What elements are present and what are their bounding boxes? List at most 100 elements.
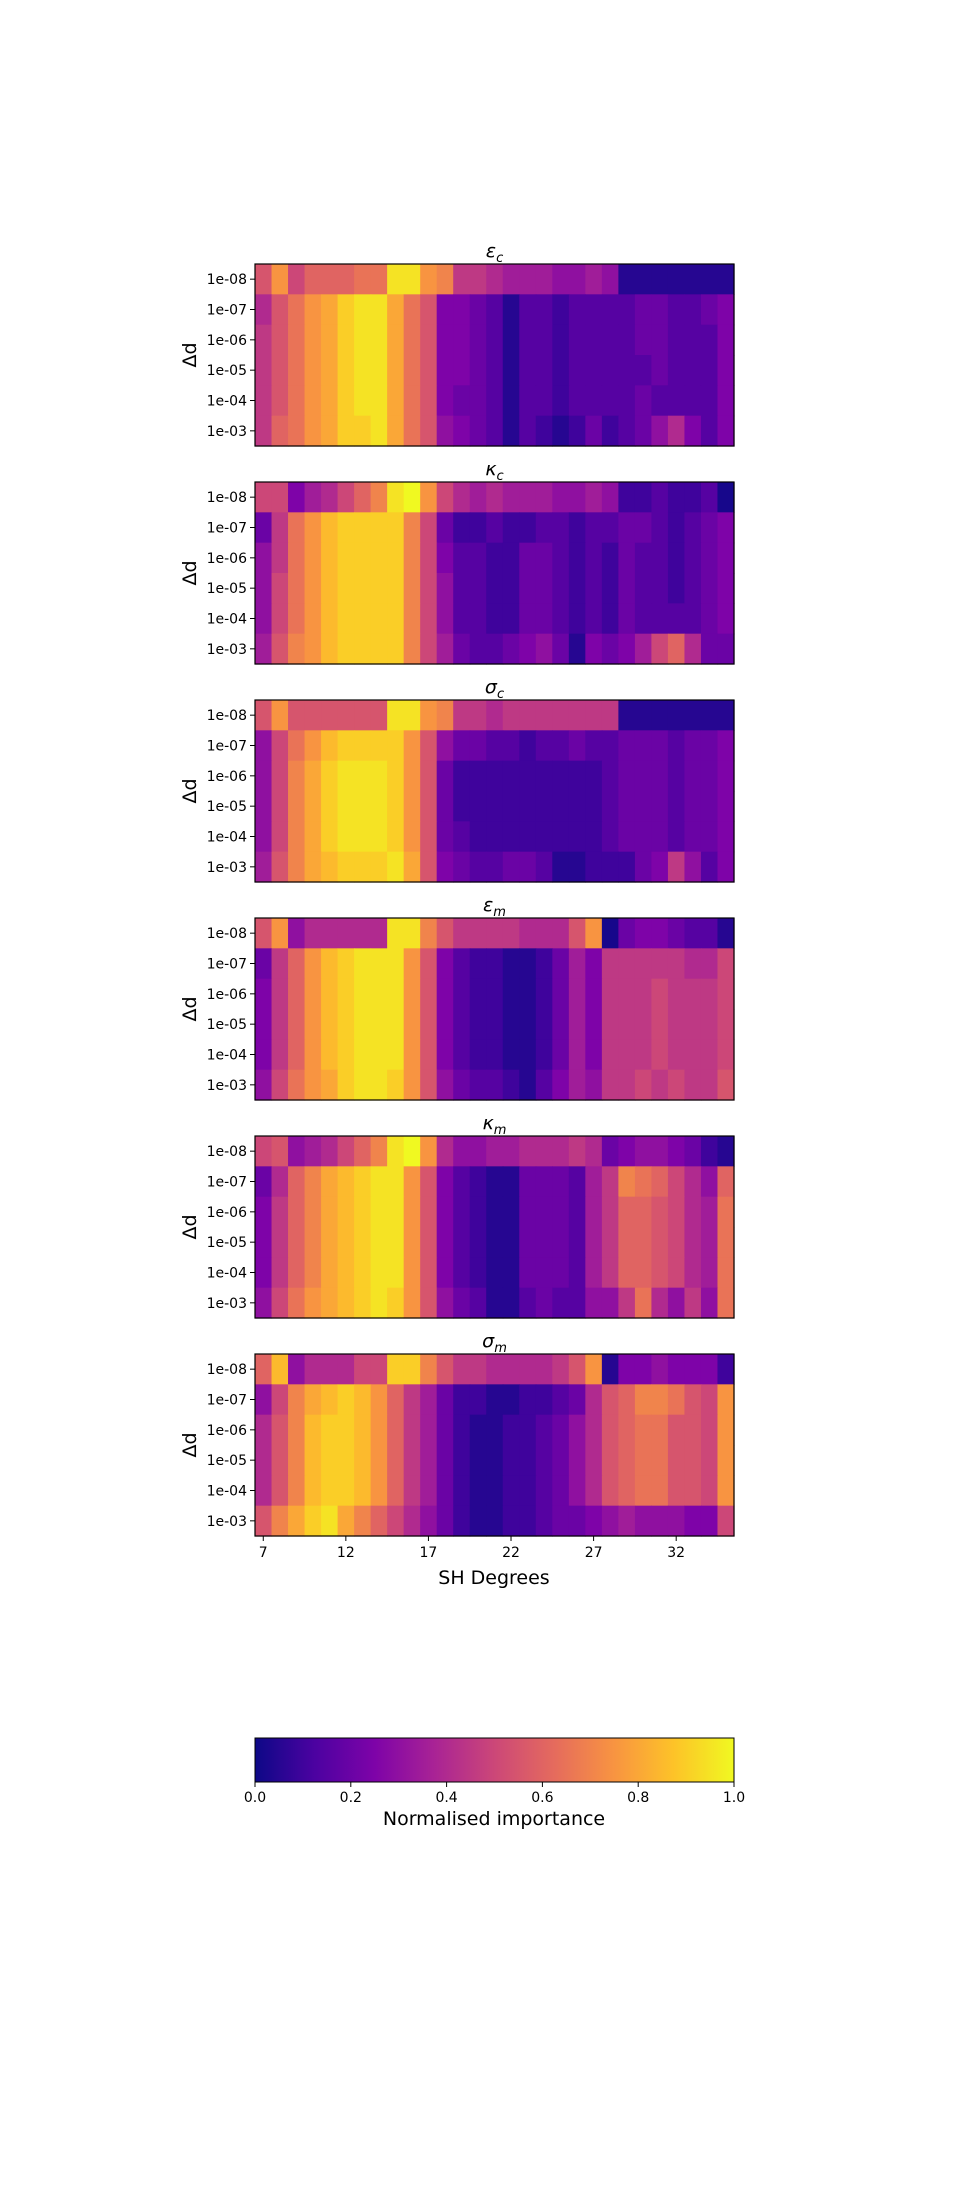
heatmap-cell — [519, 760, 537, 792]
heatmap-cell — [370, 324, 388, 356]
heatmap-cell — [453, 700, 471, 731]
heatmap-cell — [304, 264, 322, 295]
heatmap-cell — [700, 264, 719, 295]
heatmap-panel: 1e-08 1e-07 1e-06 1e-05 1e-04 1e-03 Δd σc — [179, 676, 735, 883]
heatmap-cell — [337, 355, 355, 386]
heatmap-cell — [535, 415, 553, 447]
heatmap-cell — [304, 1475, 322, 1507]
heatmap-cell — [535, 603, 553, 635]
heatmap-cell — [700, 1039, 719, 1071]
heatmap-cell — [271, 978, 289, 1010]
heatmap-cell — [387, 1257, 405, 1289]
heatmap-cell — [370, 1475, 388, 1507]
heatmap-cell — [337, 1505, 355, 1537]
heatmap-cell — [387, 1196, 405, 1228]
x-tick-label: 32 — [667, 1545, 685, 1561]
heatmap-cell — [634, 324, 653, 356]
heatmap-cell — [700, 760, 719, 792]
heatmap-cell — [502, 1414, 520, 1446]
heatmap-cell — [568, 918, 586, 949]
heatmap-cell — [288, 1136, 306, 1167]
heatmap-cell — [535, 1475, 553, 1507]
heatmap-cell — [370, 1505, 388, 1537]
heatmap-cell — [552, 1069, 570, 1101]
heatmap-cell — [502, 1354, 520, 1385]
heatmap-cell — [502, 1505, 520, 1537]
heatmap-cell — [255, 948, 273, 980]
colorbar-tick-label: 0.4 — [435, 1790, 457, 1806]
heatmap-cell — [700, 1505, 719, 1537]
heatmap-cell — [436, 1009, 454, 1040]
heatmap-panel: 1e-08 1e-07 1e-06 1e-05 1e-04 1e-03 Δd σm — [179, 1330, 735, 1537]
heatmap-cell — [469, 1354, 487, 1385]
heatmap-cell — [255, 603, 273, 635]
heatmap-cell — [667, 978, 686, 1010]
heatmap-cell — [700, 1354, 719, 1385]
heatmap-cell — [321, 760, 339, 792]
heatmap-cell — [519, 1039, 537, 1071]
heatmap-cell — [436, 512, 454, 544]
heatmap-cell — [354, 1354, 372, 1385]
heatmap-cell — [469, 821, 487, 853]
heatmap-cell — [453, 1475, 471, 1507]
heatmap-cell — [304, 978, 322, 1010]
heatmap-cell — [354, 1039, 372, 1071]
heatmap-cell — [403, 573, 421, 604]
heatmap-cell — [304, 918, 322, 949]
heatmap-cell — [585, 851, 603, 883]
heatmap-cell — [453, 851, 471, 883]
heatmap-cell — [684, 1136, 702, 1167]
heatmap-cell — [469, 385, 487, 417]
heatmap-cell — [486, 633, 504, 665]
heatmap-cell — [403, 1414, 421, 1446]
heatmap-cell — [420, 415, 438, 447]
y-tick-label: 1e-03 — [207, 424, 247, 440]
heatmap-cell — [552, 1257, 570, 1289]
heatmap-cell — [552, 1354, 570, 1385]
heatmap-cell — [651, 821, 669, 853]
panel-title: κm — [483, 1112, 507, 1138]
heatmap-cell — [684, 791, 702, 822]
heatmap-cell — [304, 1354, 322, 1385]
heatmap-cell — [601, 1009, 619, 1040]
heatmap-cell — [568, 482, 586, 513]
heatmap-cell — [535, 1227, 553, 1258]
heatmap-cell — [387, 1009, 405, 1040]
colorbar-tick-label: 0.0 — [244, 1790, 266, 1806]
heatmap-cell — [667, 633, 686, 665]
heatmap-cell — [684, 1505, 702, 1537]
x-axis-label: SH Degrees — [438, 1567, 549, 1589]
heatmap-cell — [519, 918, 537, 949]
heatmap-cell — [700, 851, 719, 883]
heatmap-cell — [651, 633, 669, 665]
heatmap-cell — [321, 512, 339, 544]
heatmap-cell — [519, 1475, 537, 1507]
heatmap-cell — [387, 294, 405, 326]
heatmap-cell — [453, 1445, 471, 1476]
heatmap-cell — [684, 482, 702, 513]
heatmap-cell — [585, 415, 603, 447]
heatmap-cell — [684, 294, 702, 326]
heatmap-cell — [436, 1445, 454, 1476]
heatmap-cell — [403, 760, 421, 792]
heatmap-cell — [519, 294, 537, 326]
heatmap-cell — [370, 1354, 388, 1385]
heatmap-cell — [601, 1354, 619, 1385]
heatmap-cell — [717, 1166, 735, 1198]
colorbar-label: Normalised importance — [383, 1808, 605, 1830]
heatmap-cell — [667, 700, 686, 731]
heatmap-cell — [453, 1354, 471, 1385]
heatmap-cell — [387, 948, 405, 980]
heatmap-cell — [552, 1227, 570, 1258]
heatmap-cell — [403, 1009, 421, 1040]
heatmap-cell — [288, 1384, 306, 1416]
heatmap-cell — [304, 355, 322, 386]
heatmap-cell — [568, 730, 586, 762]
heatmap-cell — [717, 1136, 735, 1167]
heatmap-cell — [684, 1069, 702, 1101]
heatmap-cell — [255, 730, 273, 762]
heatmap-cell — [601, 760, 619, 792]
y-tick-label: 1e-06 — [207, 769, 247, 785]
heatmap-cell — [634, 1445, 653, 1476]
heatmap-cell — [667, 948, 686, 980]
